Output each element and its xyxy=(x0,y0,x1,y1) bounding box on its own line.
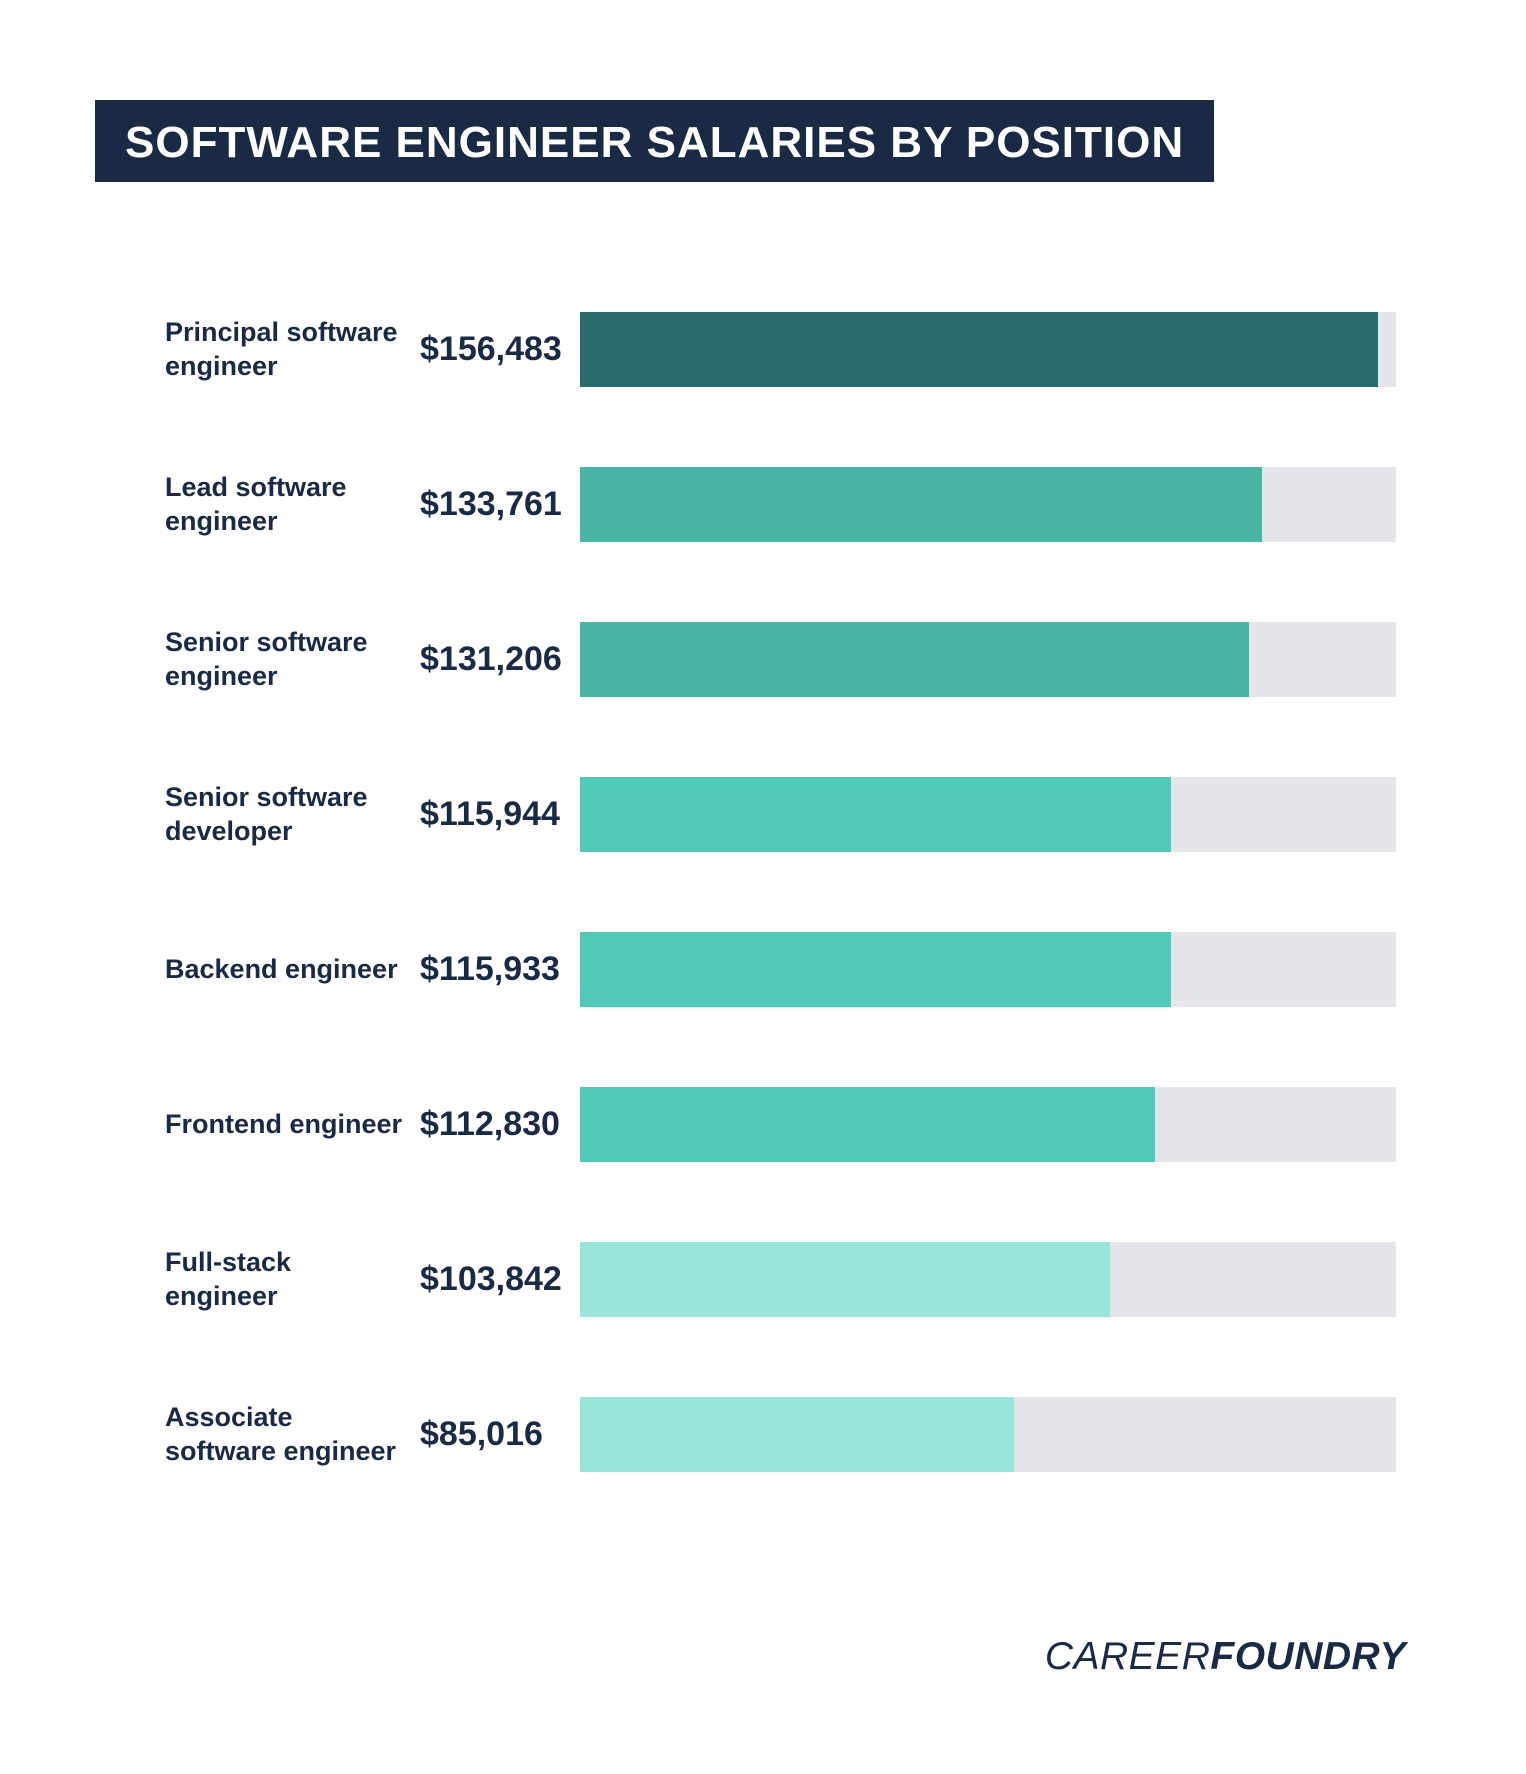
row-value: $112,830 xyxy=(420,1105,580,1144)
chart-title-text: SOFTWARE ENGINEER SALARIES BY POSITION xyxy=(125,118,1184,167)
bar-fill xyxy=(580,1242,1110,1317)
bar-container xyxy=(580,312,1396,387)
chart-area: Principal software engineer$156,483 Lead … xyxy=(95,312,1436,1472)
bar-container xyxy=(580,1397,1396,1472)
chart-title: SOFTWARE ENGINEER SALARIES BY POSITION xyxy=(95,100,1214,182)
bar-container xyxy=(580,622,1396,697)
bar-container xyxy=(580,467,1396,542)
chart-row: Backend engineer$115,933 xyxy=(165,932,1396,1007)
chart-row: Full-stack engineer$103,842 xyxy=(165,1242,1396,1317)
row-value: $103,842 xyxy=(420,1260,580,1299)
chart-row: Frontend engineer$112,830 xyxy=(165,1087,1396,1162)
bar-fill xyxy=(580,1087,1155,1162)
row-value: $115,933 xyxy=(420,950,580,989)
row-label: Principal software engineer xyxy=(165,316,420,384)
brand-logo-bold: FOUNDRY xyxy=(1210,1635,1406,1678)
bar-fill xyxy=(580,622,1249,697)
bar-fill xyxy=(580,467,1262,542)
row-value: $131,206 xyxy=(420,640,580,679)
row-label: Frontend engineer xyxy=(165,1108,420,1142)
chart-row: Senior software developer$115,944 xyxy=(165,777,1396,852)
row-value: $85,016 xyxy=(420,1415,580,1454)
brand-logo: CAREERFOUNDRY xyxy=(1045,1635,1406,1679)
bar-fill xyxy=(580,932,1171,1007)
brand-logo-thin: CAREER xyxy=(1045,1635,1211,1678)
row-label: Senior software developer xyxy=(165,781,420,849)
row-label: Full-stack engineer xyxy=(165,1246,420,1314)
bar-fill xyxy=(580,1397,1014,1472)
bar-container xyxy=(580,932,1396,1007)
chart-row: Lead software engineer$133,761 xyxy=(165,467,1396,542)
bar-container xyxy=(580,777,1396,852)
row-label: Senior software engineer xyxy=(165,626,420,694)
chart-row: Associate software engineer$85,016 xyxy=(165,1397,1396,1472)
bar-fill xyxy=(580,777,1171,852)
row-value: $156,483 xyxy=(420,330,580,369)
bar-container xyxy=(580,1242,1396,1317)
row-value: $115,944 xyxy=(420,795,580,834)
bar-container xyxy=(580,1087,1396,1162)
row-label: Associate software engineer xyxy=(165,1401,420,1469)
chart-row: Principal software engineer$156,483 xyxy=(165,312,1396,387)
chart-row: Senior software engineer$131,206 xyxy=(165,622,1396,697)
row-label: Lead software engineer xyxy=(165,471,420,539)
row-label: Backend engineer xyxy=(165,953,420,987)
row-value: $133,761 xyxy=(420,485,580,524)
bar-fill xyxy=(580,312,1378,387)
